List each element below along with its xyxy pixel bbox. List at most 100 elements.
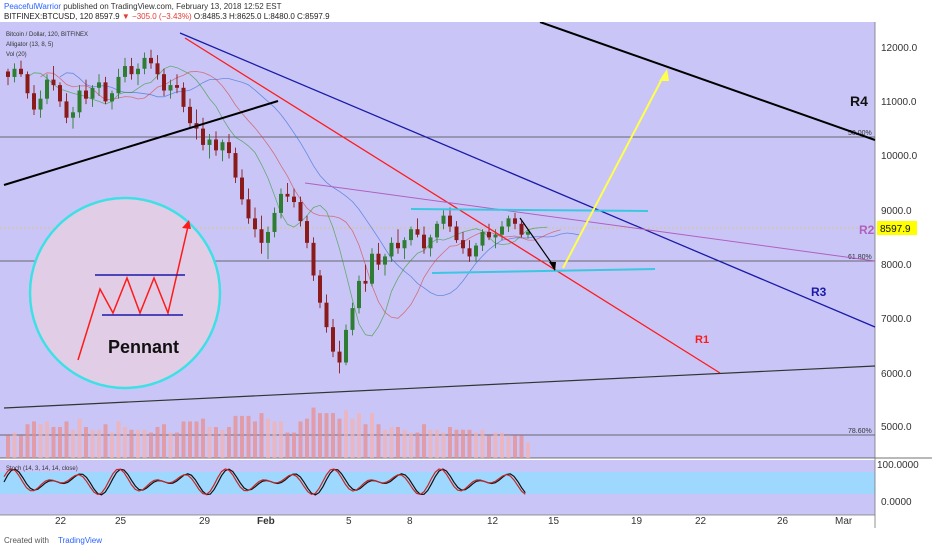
chart-area[interactable]: 50.00% 61.80% 78.60% Pennant R4 R3 R2 R1…	[0, 21, 932, 528]
candle-down[interactable]	[246, 199, 251, 219]
candle-down[interactable]	[448, 215, 452, 227]
candle-down[interactable]	[64, 101, 69, 118]
candle-down[interactable]	[162, 74, 166, 91]
candle-up[interactable]	[77, 90, 82, 113]
candle-down[interactable]	[324, 302, 329, 328]
candle-up[interactable]	[71, 112, 75, 118]
candle-up[interactable]	[493, 234, 498, 238]
candle-down[interactable]	[376, 253, 381, 265]
candle-down[interactable]	[233, 153, 238, 178]
candle-up[interactable]	[357, 280, 361, 309]
candle-down[interactable]	[51, 79, 56, 86]
candle-up[interactable]	[116, 76, 121, 94]
candle-up[interactable]	[350, 308, 355, 330]
candle-down[interactable]	[227, 142, 231, 154]
candle-up[interactable]	[500, 226, 504, 235]
candle-down[interactable]	[415, 229, 420, 235]
candle-up[interactable]	[123, 66, 127, 77]
candle-down[interactable]	[461, 240, 465, 249]
candle-down[interactable]	[422, 234, 426, 249]
candle-down[interactable]	[298, 202, 303, 222]
candle-down[interactable]	[188, 106, 192, 124]
candle-up[interactable]	[207, 139, 212, 145]
candle-up[interactable]	[506, 218, 511, 227]
candle-down[interactable]	[467, 248, 472, 257]
candle-up[interactable]	[441, 215, 446, 224]
candle-down[interactable]	[175, 85, 179, 88]
candle-down[interactable]	[318, 275, 322, 303]
candle-down[interactable]	[337, 351, 342, 363]
candle-down[interactable]	[201, 128, 205, 145]
candle-up[interactable]	[526, 232, 530, 235]
price-axis[interactable]: 12000.0 11000.0 10000.0 9000.0 8000.0 70…	[877, 43, 919, 508]
candle-down[interactable]	[129, 66, 134, 75]
up-arrow-line[interactable]	[562, 74, 665, 269]
price-chart[interactable]: 50.00% 61.80% 78.60% Pennant R4 R3 R2 R1…	[0, 21, 932, 528]
r1-trendline[interactable]	[184, 37, 721, 374]
candle-up[interactable]	[474, 245, 478, 257]
candle-down[interactable]	[285, 193, 290, 197]
candle-up[interactable]	[389, 242, 394, 257]
candle-up[interactable]	[38, 98, 43, 110]
candle-down[interactable]	[58, 85, 62, 102]
candle-down[interactable]	[363, 280, 368, 284]
candle-down[interactable]	[513, 218, 517, 224]
candle-down[interactable]	[454, 226, 459, 241]
candle-up[interactable]	[409, 229, 413, 241]
candle-up[interactable]	[97, 82, 101, 88]
r2-trendline[interactable]	[304, 182, 876, 262]
candle-down[interactable]	[103, 82, 108, 102]
candle-down[interactable]	[487, 231, 491, 238]
candle-up[interactable]	[220, 142, 225, 151]
candle-up[interactable]	[110, 93, 114, 102]
candle-up[interactable]	[279, 193, 283, 213]
candle-down[interactable]	[519, 223, 524, 235]
long-support-line[interactable]	[3, 365, 876, 409]
candle-down[interactable]	[240, 177, 244, 200]
candle-up[interactable]	[142, 57, 147, 69]
down-arrow-line[interactable]	[519, 217, 556, 269]
candle-down[interactable]	[19, 68, 23, 75]
candle-down[interactable]	[155, 63, 160, 75]
author-link[interactable]: PeacefulWarrior	[4, 2, 62, 11]
candle-down[interactable]	[214, 139, 218, 151]
candle-up[interactable]	[344, 329, 348, 363]
candle-down[interactable]	[25, 74, 30, 94]
candle-down[interactable]	[259, 229, 264, 243]
volume-bar	[526, 442, 530, 458]
candle-down[interactable]	[6, 71, 10, 77]
candle-down[interactable]	[253, 218, 257, 230]
candle-down[interactable]	[149, 57, 153, 64]
pennant-diagram-circle[interactable]	[28, 196, 222, 390]
candle-up[interactable]	[266, 231, 270, 243]
candle-down[interactable]	[84, 90, 88, 99]
r3-trendline[interactable]	[179, 32, 876, 328]
candle-up[interactable]	[90, 87, 95, 99]
tradingview-logo-link[interactable]: TradingView	[58, 536, 103, 545]
pennant-bottom-line[interactable]	[431, 268, 656, 274]
time-axis[interactable]: 22 25 29 Feb 5 8 12 15 19 22 26 Mar	[55, 516, 853, 527]
candle-up[interactable]	[428, 237, 433, 249]
candle-down[interactable]	[396, 242, 400, 249]
candle-up[interactable]	[12, 68, 17, 77]
candle-down[interactable]	[32, 93, 36, 110]
candle-up[interactable]	[480, 231, 485, 246]
candle-down[interactable]	[305, 221, 309, 243]
candle-down[interactable]	[292, 196, 296, 203]
r4-trendline[interactable]	[539, 21, 876, 141]
volume-bar	[285, 432, 290, 458]
candle-up[interactable]	[136, 68, 140, 75]
candle-down[interactable]	[311, 242, 316, 276]
candle-up[interactable]	[45, 79, 49, 99]
candle-down[interactable]	[331, 327, 335, 352]
candle-up[interactable]	[168, 85, 173, 91]
candle-up[interactable]	[402, 240, 407, 249]
candle-up[interactable]	[435, 223, 439, 238]
candles[interactable]	[6, 49, 581, 374]
pennant-top-line[interactable]	[410, 208, 649, 212]
candle-up[interactable]	[383, 256, 387, 265]
support-trendline-black[interactable]	[3, 100, 279, 186]
candle-up[interactable]	[272, 212, 277, 232]
candle-down[interactable]	[181, 87, 186, 107]
candle-up[interactable]	[370, 253, 374, 284]
